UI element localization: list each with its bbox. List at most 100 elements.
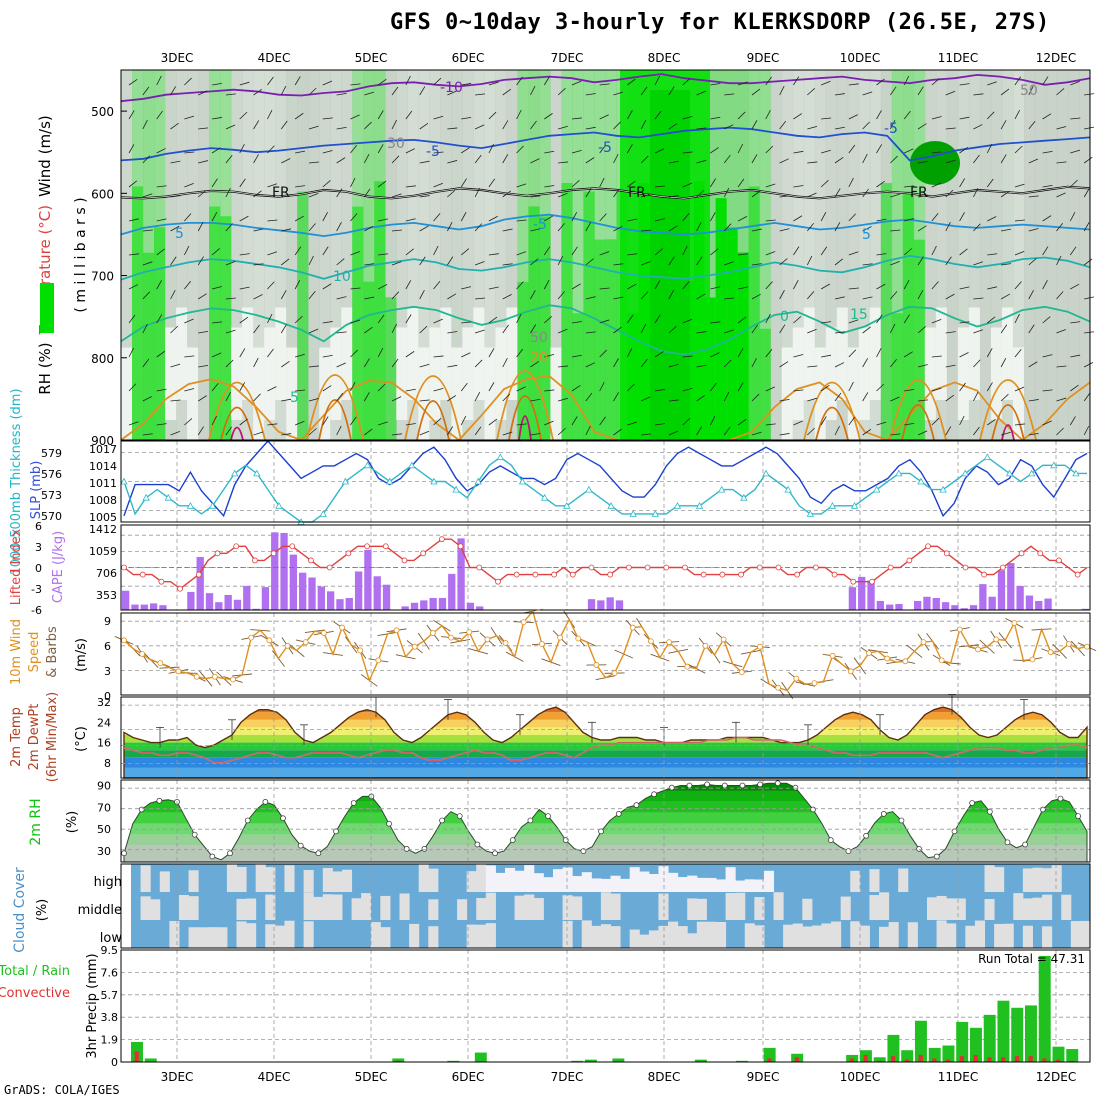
rh-tick-70: 70 xyxy=(97,801,111,814)
wind-barb xyxy=(128,180,138,188)
wind-barb xyxy=(1000,393,1009,402)
wind-barb xyxy=(156,75,162,86)
wind-barb xyxy=(959,352,969,358)
wind-barb xyxy=(737,143,744,154)
thickness-line-point xyxy=(895,469,903,477)
rh-point xyxy=(439,817,445,824)
rh-dry-patch xyxy=(858,327,871,420)
lifted-index-line-point xyxy=(625,564,632,571)
cloud-patch xyxy=(850,870,861,892)
cape-bar xyxy=(913,600,922,610)
temp-band xyxy=(124,750,1087,758)
wind-barb xyxy=(613,263,624,266)
wind-speed-line-point xyxy=(629,624,636,631)
lifted-index-line-point xyxy=(420,550,427,557)
cloud-patch xyxy=(150,899,161,920)
wind-barb xyxy=(336,188,343,198)
cape-bar xyxy=(951,605,959,610)
date-top-8DEC: 8DEC xyxy=(648,51,681,65)
cloud-patch xyxy=(274,925,285,948)
wind-barb xyxy=(253,431,264,436)
cape-bar xyxy=(886,604,894,610)
precip-convective-bar xyxy=(395,1060,401,1062)
wind-barb xyxy=(419,160,430,164)
rh-dry-patch xyxy=(1001,307,1014,400)
rh-wet-column xyxy=(561,182,573,440)
wind-barb xyxy=(820,246,828,256)
wind-barb xyxy=(350,213,358,222)
wind-barb xyxy=(696,364,707,368)
rh-column xyxy=(1012,70,1025,440)
thickness-line-point xyxy=(1005,469,1014,477)
rh-dry-patch xyxy=(451,347,463,440)
wind-barb xyxy=(668,290,674,300)
wind-barb xyxy=(1014,145,1023,154)
wind-barb xyxy=(945,221,951,232)
precip-convective-bar xyxy=(1001,1057,1006,1062)
cape-bar xyxy=(122,590,130,610)
wind-barb xyxy=(253,228,264,232)
wind-barb xyxy=(723,223,732,232)
precip-convective-bar xyxy=(891,1056,896,1062)
wind-barb xyxy=(447,395,456,402)
wind-barb xyxy=(419,225,429,232)
wind-barb xyxy=(198,293,207,300)
contour-label: 10 xyxy=(333,269,351,285)
rh-column xyxy=(814,70,827,440)
cape-bar xyxy=(271,532,279,610)
wind-barb xyxy=(1000,88,1010,96)
wind-barb xyxy=(821,149,831,154)
wind-barb xyxy=(1042,215,1052,222)
cloud-patch xyxy=(648,874,659,892)
cloud-patch xyxy=(926,897,938,920)
date-top-9DEC: 9DEC xyxy=(747,51,780,65)
cape-bar xyxy=(997,570,1006,610)
wind-barb xyxy=(959,382,966,392)
wind-barb xyxy=(682,281,690,290)
contour-label: 5 xyxy=(862,227,871,243)
wind-barb xyxy=(862,296,873,300)
rh-column xyxy=(891,70,904,440)
cape-bar xyxy=(969,605,978,610)
rh-saturated-core xyxy=(650,90,690,440)
wind-barb xyxy=(433,281,441,290)
wind-barb xyxy=(626,144,633,154)
wind-barb xyxy=(599,114,609,120)
thickness-line-point xyxy=(939,485,947,493)
cape-bar xyxy=(1016,585,1024,610)
precip-frame xyxy=(120,949,1091,1063)
wind-barb xyxy=(530,258,539,266)
wind-barb xyxy=(170,430,180,436)
wind-barb xyxy=(806,223,814,232)
lifted-index-line-point xyxy=(401,557,408,564)
wind-barb xyxy=(571,283,581,290)
thickness-line-point xyxy=(784,485,792,493)
cape-bar xyxy=(1007,563,1015,610)
rh-dry-patch xyxy=(935,307,948,400)
wind-barb xyxy=(1014,250,1025,256)
rh-point xyxy=(933,853,940,860)
wind-barb xyxy=(890,86,897,96)
wind-barb xyxy=(447,190,456,198)
wind-speed-line-point xyxy=(884,655,891,662)
precip-convective-bar xyxy=(987,1057,992,1062)
wind-barb xyxy=(986,348,993,358)
cloud-patch xyxy=(207,927,218,948)
wind-barb xyxy=(364,326,373,334)
wind-barb xyxy=(239,286,250,290)
rh-dry-patch xyxy=(242,307,254,400)
wind-barb xyxy=(737,316,747,324)
cloud-patch xyxy=(696,898,707,920)
wind-barb xyxy=(558,365,569,368)
rh-wet-column xyxy=(374,181,386,441)
thickness-line-point xyxy=(1050,461,1058,469)
wind-barb xyxy=(419,256,426,266)
isotherm-25-bubble xyxy=(889,379,947,441)
wind-speed-line-point xyxy=(484,636,491,643)
wind-barb xyxy=(931,417,940,426)
slp-tick-1017: 1017 xyxy=(89,443,117,456)
wind-barb xyxy=(903,110,911,120)
wind-barb xyxy=(391,261,402,266)
temp-axis-label-3: (6hr Min/Max) xyxy=(45,692,60,782)
contour-label: -5 xyxy=(426,144,440,160)
